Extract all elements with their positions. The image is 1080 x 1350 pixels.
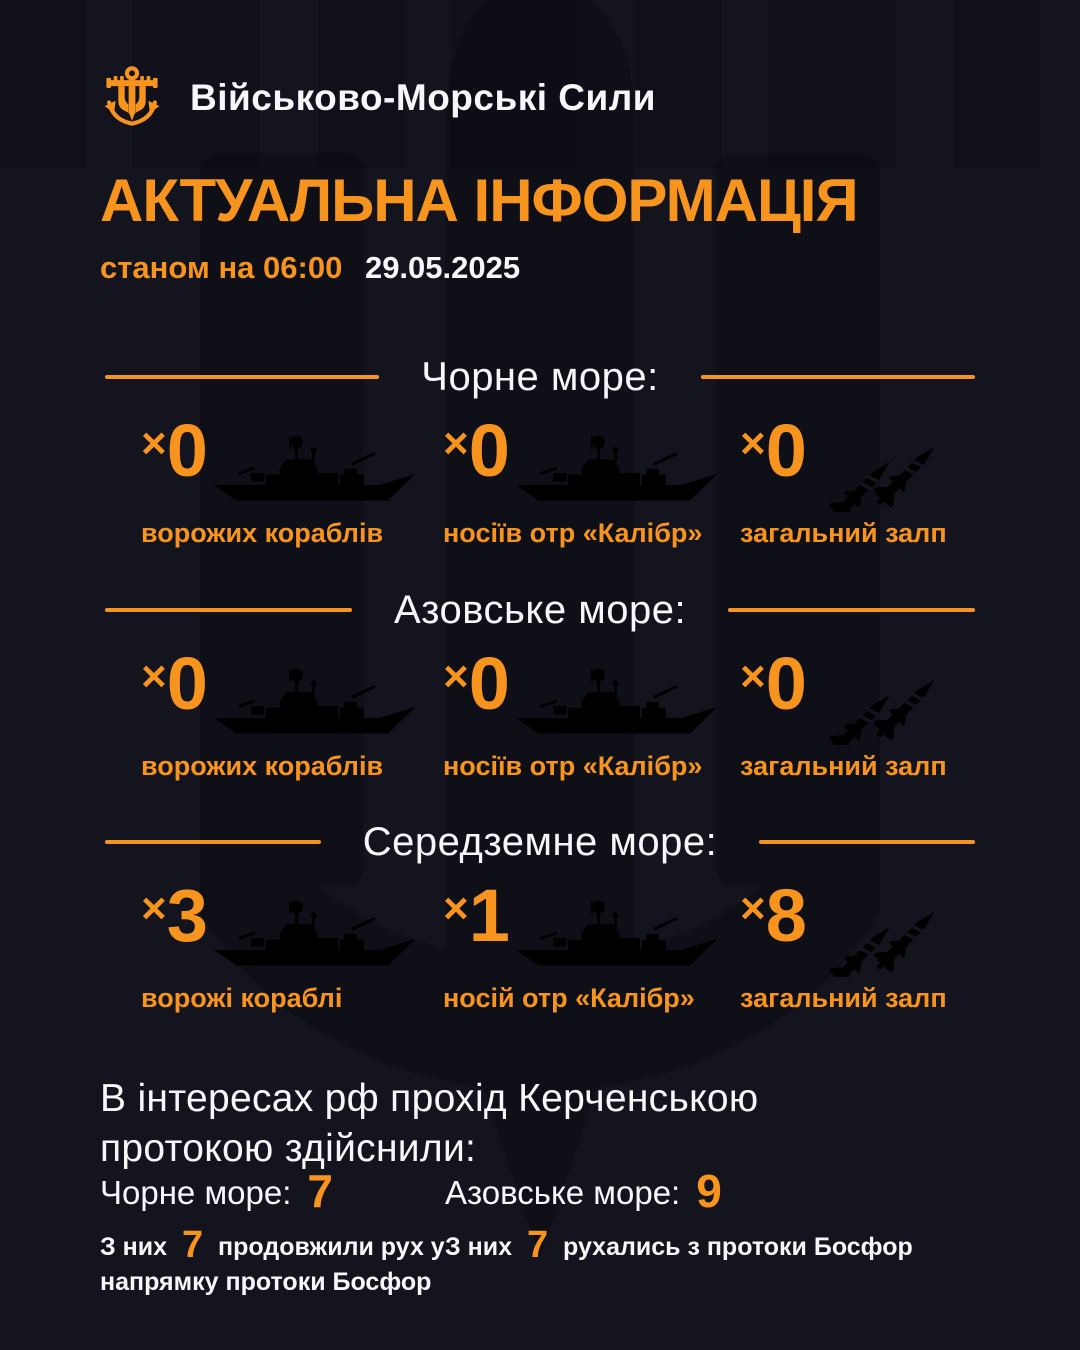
section-black-sea: Чорне море: × 0 ворожих кораблів × 0 носії… [0,350,1080,549]
stat-label: носій отр «Калібр» [443,983,695,1013]
kerch-sea-label: Чорне море: [100,1174,292,1211]
stat-kalibr-carriers: × 1 носій отр «Калібр» [443,879,740,1014]
warship-icon [214,668,416,734]
warship-icon [214,900,416,966]
trident-watermark [200,0,880,1257]
section-header: Чорне море: [0,350,1080,404]
stat-count: × 0 [141,642,208,725]
kerch-note-prefix: З них [100,1233,167,1261]
stat-enemy-ships: × 0 ворожих кораблів [105,647,443,782]
stat-label: носіїв отр «Калібр» [443,518,703,548]
stat-total-salvo: × 0 загальний залп [740,414,975,549]
missiles-icon [819,879,949,977]
as-of-time: станом на 06:00 [100,250,343,285]
stat-count: × 0 [740,642,807,725]
kerch-note: З них 7 рухались з протоки Босфор [445,1226,913,1265]
section-title: Середземне море: [362,819,718,864]
kerch-heading: В інтересах рф прохід Керченською проток… [100,1077,759,1170]
kerch-note: З них 7 продовжили рух у напрямку проток… [100,1226,460,1300]
stat-total-salvo: × 8 загальний залп [740,879,975,1014]
warship-icon [516,435,718,501]
stat-label: загальний залп [740,983,947,1013]
kerch-entry-azov-sea: Азовське море: 9 З них 7 рухались з прот… [445,1168,913,1265]
kerch-sea-label: Азовське море: [445,1174,681,1211]
stat-cells: × 0 ворожих кораблів × 0 носіїв отр «Каліб… [0,414,1080,549]
section-header: Середземне море: [0,815,1080,869]
kerch-note-prefix: З них [445,1233,512,1261]
report-date: 29.05.2025 [364,250,521,285]
stat-enemy-ships: × 3 ворожі кораблі [105,879,443,1014]
stat-count: × 0 [141,409,208,492]
divider-line [700,375,976,379]
divider-line [105,608,352,612]
stat-label: загальний залп [740,751,947,781]
navy-anchor-trident-logo [104,66,160,126]
stat-count: × 0 [443,642,510,725]
warship-icon [214,435,416,501]
warship-icon [516,668,718,734]
stat-count: × 3 [141,874,208,957]
missiles-icon [819,647,949,745]
stat-kalibr-carriers: × 0 носіїв отр «Калібр» [443,414,740,549]
kerch-note-count: 7 [526,1224,549,1266]
missiles-icon [819,414,949,512]
section-title: Чорне море: [421,354,659,399]
divider-line [105,840,321,844]
stat-label: загальний залп [740,518,947,548]
stat-count: × 1 [443,874,510,957]
kerch-total: 7 [307,1165,333,1217]
section-mediterranean-sea: Середземне море: × 3 ворожі кораблі × 1 но… [0,815,1080,1014]
divider-line [728,608,975,612]
stat-count: × 0 [740,409,807,492]
stat-label: ворожих кораблів [141,518,384,548]
kerch-note-text: продовжили рух у напрямку протоки Босфор [100,1233,445,1296]
stat-label: ворожих кораблів [141,751,384,781]
stat-count: × 0 [443,409,510,492]
header: Військово-Морські Сили [100,62,656,134]
section-title: Азовське море: [393,587,687,632]
stat-enemy-ships: × 0 ворожих кораблів [105,414,443,549]
stat-label: ворожі кораблі [141,983,343,1013]
section-header: Азовське море: [0,583,1080,637]
page-title: АКТУАЛЬНА ІНФОРМАЦІЯ [100,167,859,234]
stat-total-salvo: × 0 загальний залп [740,647,975,782]
divider-line [759,840,975,844]
stat-count: × 8 [740,874,807,957]
warship-icon [516,900,718,966]
stat-cells: × 0 ворожих кораблів × 0 носіїв отр «Каліб… [0,647,1080,782]
subtitle: станом на 06:00 29.05.2025 [100,250,520,286]
divider-line [105,375,380,379]
kerch-total: 9 [696,1165,722,1217]
stat-kalibr-carriers: × 0 носіїв отр «Калібр» [443,647,740,782]
section-azov-sea: Азовське море: × 0 ворожих кораблів × 0 но… [0,583,1080,782]
kerch-note-text: рухались з протоки Босфор [563,1233,913,1261]
org-name: Військово-Морські Сили [190,77,657,118]
kerch-note-count: 7 [181,1224,204,1266]
stat-label: носіїв отр «Калібр» [443,751,703,781]
kerch-entry-black-sea: Чорне море: 7 З них 7 продовжили рух у н… [100,1168,460,1300]
stat-cells: × 3 ворожі кораблі × 1 носій отр «Калібр» … [0,879,1080,1014]
